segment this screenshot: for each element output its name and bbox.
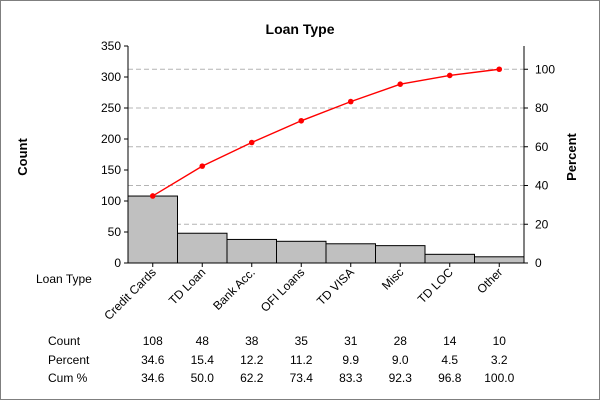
table-cell: 92.3 xyxy=(389,371,413,385)
table-cell: 50.0 xyxy=(191,371,215,385)
table-cell: 3.2 xyxy=(491,353,508,367)
axes xyxy=(124,45,528,267)
table-cell: 73.4 xyxy=(290,371,314,385)
table-cell: 38 xyxy=(245,334,259,348)
category-label: Other xyxy=(474,265,505,296)
y-tick-label: 0 xyxy=(114,256,121,270)
table-cell: 83.3 xyxy=(339,371,363,385)
cumulative-percent-line xyxy=(152,68,500,197)
bar xyxy=(177,232,228,264)
table-row-label: Percent xyxy=(48,353,90,367)
table-cell: 28 xyxy=(394,334,408,348)
category-labels: Credit Cards TD Loan Bank Acc. OFI Loans TD … xyxy=(101,265,505,323)
tick-labels: 0 50 100 150 200 250 300 350 0 20 40 60 80 100 xyxy=(101,39,555,270)
cumulative-line xyxy=(149,66,503,199)
chart-title: Loan Type xyxy=(266,21,335,37)
category-label: OFI Loans xyxy=(258,265,308,315)
cumulative-point xyxy=(199,163,206,169)
bars xyxy=(127,195,525,264)
summary-table: Count 108 48 38 35 31 28 14 10 Percent 34.6 15.4 12.… xyxy=(48,334,515,385)
y-tick-label: 200 xyxy=(101,132,121,146)
y-tick-label: 150 xyxy=(101,163,121,177)
cumulative-point xyxy=(397,81,404,87)
table-cell: 35 xyxy=(295,334,309,348)
cumulative-point xyxy=(248,139,255,146)
gridlines xyxy=(128,68,524,225)
cumulative-point xyxy=(347,98,354,105)
table-cell: 108 xyxy=(143,334,163,348)
y-tick-label: 50 xyxy=(108,225,122,239)
y-right-tick-label: 60 xyxy=(535,140,549,154)
cumulative-point xyxy=(496,66,503,73)
category-label: TD LOC xyxy=(415,265,456,306)
cumulative-point xyxy=(149,193,156,199)
category-label: Misc xyxy=(379,265,406,292)
y-tick-label: 100 xyxy=(101,194,121,208)
category-label: Bank Acc. xyxy=(210,265,258,313)
category-label: TD Loan xyxy=(166,265,208,307)
y-tick-label: 250 xyxy=(101,101,121,115)
bar xyxy=(325,243,376,264)
y-right-tick-label: 20 xyxy=(535,217,549,231)
table-cell: 4.5 xyxy=(441,353,458,367)
table-cell: 12.2 xyxy=(240,353,264,367)
bar xyxy=(127,195,178,264)
table-cell: 100.0 xyxy=(484,371,514,385)
table-cell: 34.6 xyxy=(141,353,165,367)
cumulative-point xyxy=(298,117,305,124)
table-cell: 9.9 xyxy=(342,353,359,367)
y-right-tick-label: 80 xyxy=(535,101,549,115)
table-cell: 96.8 xyxy=(438,371,462,385)
table-row-label: Cum % xyxy=(48,371,88,385)
table-cell: 11.2 xyxy=(290,353,313,367)
y-axis-right-label: Percent xyxy=(564,132,579,180)
y-right-tick-label: 0 xyxy=(535,256,542,270)
bar xyxy=(276,240,327,264)
table-cell: 10 xyxy=(493,334,507,348)
y-tick-label: 300 xyxy=(101,70,121,84)
cumulative-point xyxy=(446,72,453,79)
table-cell: 31 xyxy=(344,334,358,348)
category-label: Credit Cards xyxy=(101,265,159,323)
table-cell: 9.0 xyxy=(392,353,409,367)
y-right-tick-label: 100 xyxy=(535,62,555,76)
table-cell: 48 xyxy=(196,334,210,348)
y-tick-label: 350 xyxy=(101,39,121,53)
x-axis-label: Loan Type xyxy=(36,272,92,286)
table-cell: 62.2 xyxy=(240,371,264,385)
bar xyxy=(474,256,525,264)
table-cell: 14 xyxy=(443,334,457,348)
table-cell: 15.4 xyxy=(191,353,215,367)
y-right-tick-label: 40 xyxy=(535,179,549,193)
table-row-label: Count xyxy=(48,334,81,348)
category-label: TD VISA xyxy=(314,265,357,308)
bar xyxy=(226,238,277,264)
bar xyxy=(375,245,426,264)
table-cell: 34.6 xyxy=(141,371,165,385)
bar xyxy=(424,253,475,264)
y-axis-label: Count xyxy=(15,138,30,176)
